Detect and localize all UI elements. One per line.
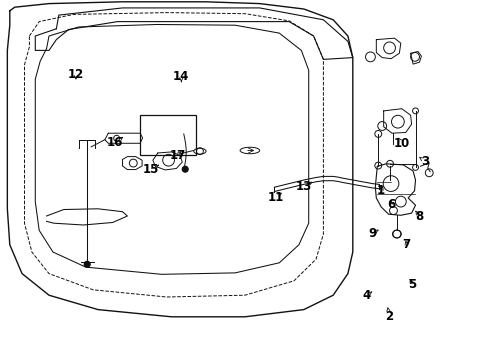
Text: 10: 10 bbox=[393, 137, 410, 150]
Text: 2: 2 bbox=[386, 310, 393, 323]
Text: 11: 11 bbox=[267, 191, 284, 204]
Text: 4: 4 bbox=[363, 289, 370, 302]
Text: 1: 1 bbox=[377, 184, 385, 197]
Circle shape bbox=[182, 166, 188, 172]
Text: 9: 9 bbox=[368, 227, 376, 240]
Circle shape bbox=[84, 261, 90, 267]
Text: 12: 12 bbox=[68, 68, 84, 81]
Text: 15: 15 bbox=[143, 163, 159, 176]
Text: 14: 14 bbox=[173, 70, 190, 83]
Text: 13: 13 bbox=[295, 180, 312, 193]
Text: 3: 3 bbox=[421, 155, 429, 168]
Text: 5: 5 bbox=[409, 278, 416, 291]
Bar bbox=[140, 115, 196, 155]
Text: 7: 7 bbox=[403, 238, 411, 251]
Text: 8: 8 bbox=[415, 210, 423, 222]
Text: 17: 17 bbox=[169, 149, 186, 162]
Text: 6: 6 bbox=[387, 198, 395, 211]
Text: 16: 16 bbox=[107, 136, 123, 149]
